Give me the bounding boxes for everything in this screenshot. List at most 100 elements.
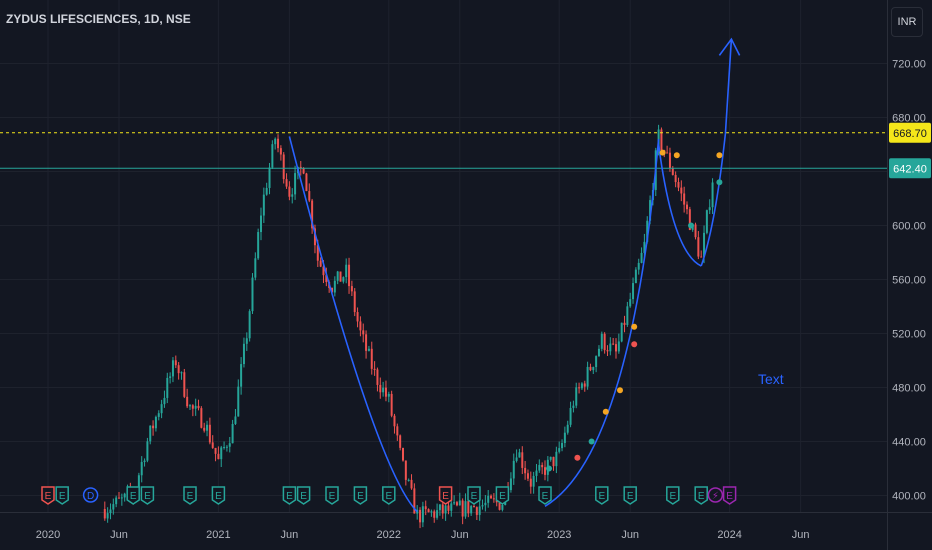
x-tick-label: Jun xyxy=(110,529,128,541)
candle-body xyxy=(643,241,646,253)
event-badge xyxy=(623,486,637,505)
candle-body xyxy=(288,186,291,197)
candle-body xyxy=(234,416,237,424)
candle-body xyxy=(362,330,365,335)
event-marker: E xyxy=(538,486,552,505)
candle-body xyxy=(646,220,649,242)
candle-body xyxy=(399,435,402,448)
signal-dot xyxy=(716,152,723,159)
event-marker: E xyxy=(296,486,311,505)
candle-body xyxy=(538,465,541,471)
event-label: E xyxy=(215,491,222,502)
candle-body xyxy=(339,271,342,282)
event-marker: E xyxy=(140,486,155,505)
candle-body xyxy=(353,291,356,313)
candle-body xyxy=(600,333,603,349)
candle-body xyxy=(526,473,529,479)
candle-body xyxy=(515,457,518,461)
candle-body xyxy=(186,396,189,407)
event-label: E xyxy=(286,491,293,502)
candle-body xyxy=(637,262,640,270)
event-badge xyxy=(211,486,226,505)
x-tick-label: 2021 xyxy=(206,529,230,541)
y-tick-label: 680.00 xyxy=(892,113,926,125)
candle-body xyxy=(393,415,396,427)
x-tick-label: Jun xyxy=(281,529,299,541)
candle-body xyxy=(305,173,308,192)
candle-body xyxy=(634,269,637,284)
event-badge xyxy=(495,486,510,505)
candle-body xyxy=(336,271,339,281)
candle-body xyxy=(552,456,555,467)
signal-dot xyxy=(588,438,595,445)
candle-body xyxy=(402,447,404,461)
candle-body xyxy=(146,441,149,461)
signal-dot xyxy=(602,408,609,415)
annotation-text[interactable]: Text xyxy=(758,371,784,387)
candle-body xyxy=(686,204,688,210)
candle-body xyxy=(697,237,700,257)
candle-body xyxy=(572,405,575,408)
event-badge xyxy=(538,486,552,505)
event-marker: E xyxy=(325,486,339,505)
candle-body xyxy=(649,200,652,221)
candle-body xyxy=(274,138,277,145)
event-label: D xyxy=(87,491,94,502)
event-label: ⚡ xyxy=(712,491,719,502)
breakout-arrow xyxy=(700,39,733,267)
candle-body xyxy=(319,260,322,267)
event-marker: ⚡ xyxy=(707,487,724,503)
candle-body xyxy=(191,405,194,409)
candle-body xyxy=(694,224,697,238)
event-marker: E xyxy=(694,486,708,505)
candle-body xyxy=(703,232,706,257)
event-badge xyxy=(438,486,453,505)
candle-body xyxy=(438,504,441,511)
candle-body xyxy=(705,210,708,233)
candle-body xyxy=(231,423,234,444)
candle-body xyxy=(518,452,521,458)
candle-body xyxy=(711,182,714,208)
candle-body xyxy=(137,475,140,488)
candle-body xyxy=(200,408,203,428)
last-price-label: 642.40 xyxy=(893,163,927,175)
candle-body xyxy=(268,167,271,188)
candle-body xyxy=(177,365,180,374)
candle-body xyxy=(316,245,319,261)
candle-body xyxy=(569,407,572,425)
candle-body xyxy=(254,258,257,278)
candle-body xyxy=(333,280,336,293)
y-tick-label: 720.00 xyxy=(892,59,926,71)
candle-body xyxy=(620,322,623,342)
candle-body xyxy=(325,275,328,283)
candle-body xyxy=(189,405,191,407)
candle-body xyxy=(174,360,177,366)
candle-body xyxy=(566,424,569,433)
signal-dot xyxy=(574,454,581,461)
candle-body xyxy=(396,426,399,436)
candle-body xyxy=(473,506,475,508)
event-badge xyxy=(82,487,99,503)
candle-body xyxy=(370,348,373,369)
candle-body xyxy=(578,387,581,389)
signal-dot xyxy=(659,149,666,156)
currency-button[interactable]: INR xyxy=(891,7,923,37)
candle-body xyxy=(350,286,353,292)
event-badge xyxy=(140,486,155,505)
candle-body xyxy=(299,166,302,169)
candle-body xyxy=(583,383,586,387)
candle-body xyxy=(311,200,314,229)
signal-dot xyxy=(631,341,638,348)
candle-body xyxy=(464,501,467,517)
event-badge xyxy=(41,486,55,505)
candle-body xyxy=(498,502,501,510)
event-badge xyxy=(55,486,69,505)
candle-body xyxy=(700,256,703,258)
signal-dot xyxy=(631,323,638,330)
event-marker: E xyxy=(666,486,680,505)
signal-dot xyxy=(673,152,680,159)
candle-body xyxy=(603,333,606,351)
event-label: E xyxy=(144,491,151,502)
candle-body xyxy=(248,311,251,339)
